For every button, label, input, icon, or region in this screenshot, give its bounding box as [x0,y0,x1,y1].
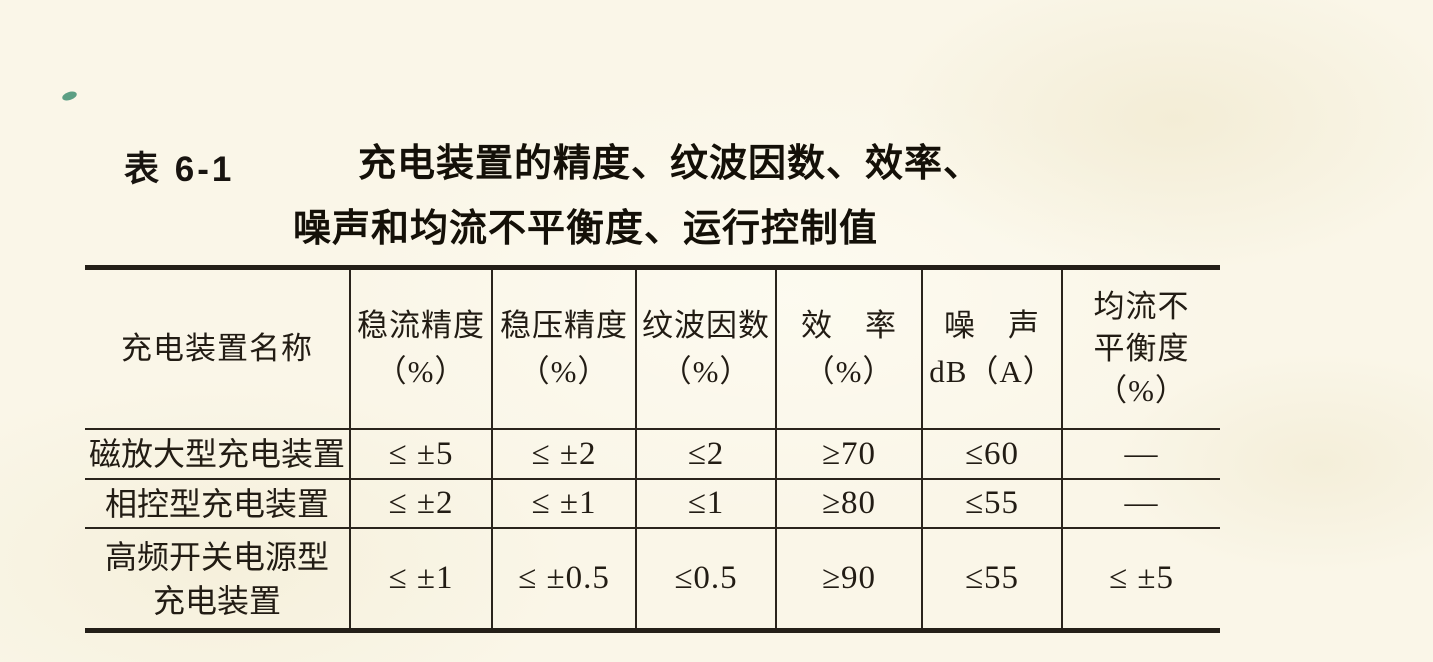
header-current-sharing-imbalance: 均流不 平衡度 （%） [1063,270,1220,430]
header-unit: （%） [518,354,610,389]
value-cell: ≤55 [923,529,1063,628]
value-cell: ≤ ±1 [351,529,493,628]
header-text: 平衡度 [1093,331,1190,366]
value-cell: ≤60 [923,430,1063,480]
header-steady-voltage-accuracy: 稳压精度 （%） [493,270,637,430]
value-cell: ≥80 [777,480,923,529]
row-name-hf-switching: 高频开关电源型 充电装置 [85,529,351,628]
ink-speck [61,89,78,103]
header-device-name: 充电装置名称 [85,270,351,430]
value-cell: ≤2 [637,430,777,480]
header-noise: 噪 声 dB（A） [923,270,1063,430]
row-name-text: 磁放大型充电装置 [88,436,345,472]
header-text: 均流不 [1093,289,1190,324]
header-efficiency: 效 率 （%） [777,270,923,430]
header-text: 纹波因数 [642,308,770,343]
value-cell: ≤ ±5 [1109,560,1174,596]
table-label: 表 6-1 [124,150,235,189]
value-cell: ≤ ±5 [351,430,493,480]
header-text: 充电装置名称 [121,331,313,366]
header-unit: （%） [660,354,752,389]
spec-table: 充电装置名称 稳流精度 （%） 稳压精度 （%） 纹波因数 （%） 效 率 （%… [85,265,1220,633]
table-title-line2: 噪声和均流不平衡度、运行控制值 [293,208,879,250]
value-cell: ≤ ±2 [493,430,637,480]
header-unit: （%） [803,354,895,389]
header-text: 稳流精度 [357,308,485,343]
value-cell-dash: — [1063,430,1220,480]
header-unit: dB（A） [929,354,1055,389]
value-cell: ≥90 [777,529,923,628]
row-name-magnetic-amplifier: 磁放大型充电装置 [85,430,351,480]
header-text: 效 率 [801,308,897,343]
header-text: 噪 声 [944,308,1040,343]
header-unit: （%） [375,354,467,389]
value-cell: ≥70 [777,430,923,480]
value-cell: ≤0.5 [637,529,777,628]
value-cell: ≤ ±0.5 [493,529,637,628]
row-name-text: 相控型充电装置 [104,485,329,522]
header-ripple-factor: 纹波因数 （%） [637,270,777,430]
header-unit: （%） [1096,373,1187,408]
value-cell-dash: — [1063,480,1220,529]
value-cell: ≤ ±1 [493,480,637,529]
header-text: 稳压精度 [500,308,628,343]
header-steady-current-accuracy: 稳流精度 （%） [351,270,493,430]
row-name-phase-controlled: 相控型充电装置 [85,480,351,529]
value-cell: ≤55 [923,480,1063,529]
row-name-text: 高频开关电源型 [104,538,329,575]
value-cell: ≤1 [637,480,777,529]
value-cell: ≤ ±2 [351,480,493,529]
row-name-text: 充电装置 [152,582,281,619]
table-title-line1: 充电装置的精度、纹波因数、效率、 [358,143,983,185]
